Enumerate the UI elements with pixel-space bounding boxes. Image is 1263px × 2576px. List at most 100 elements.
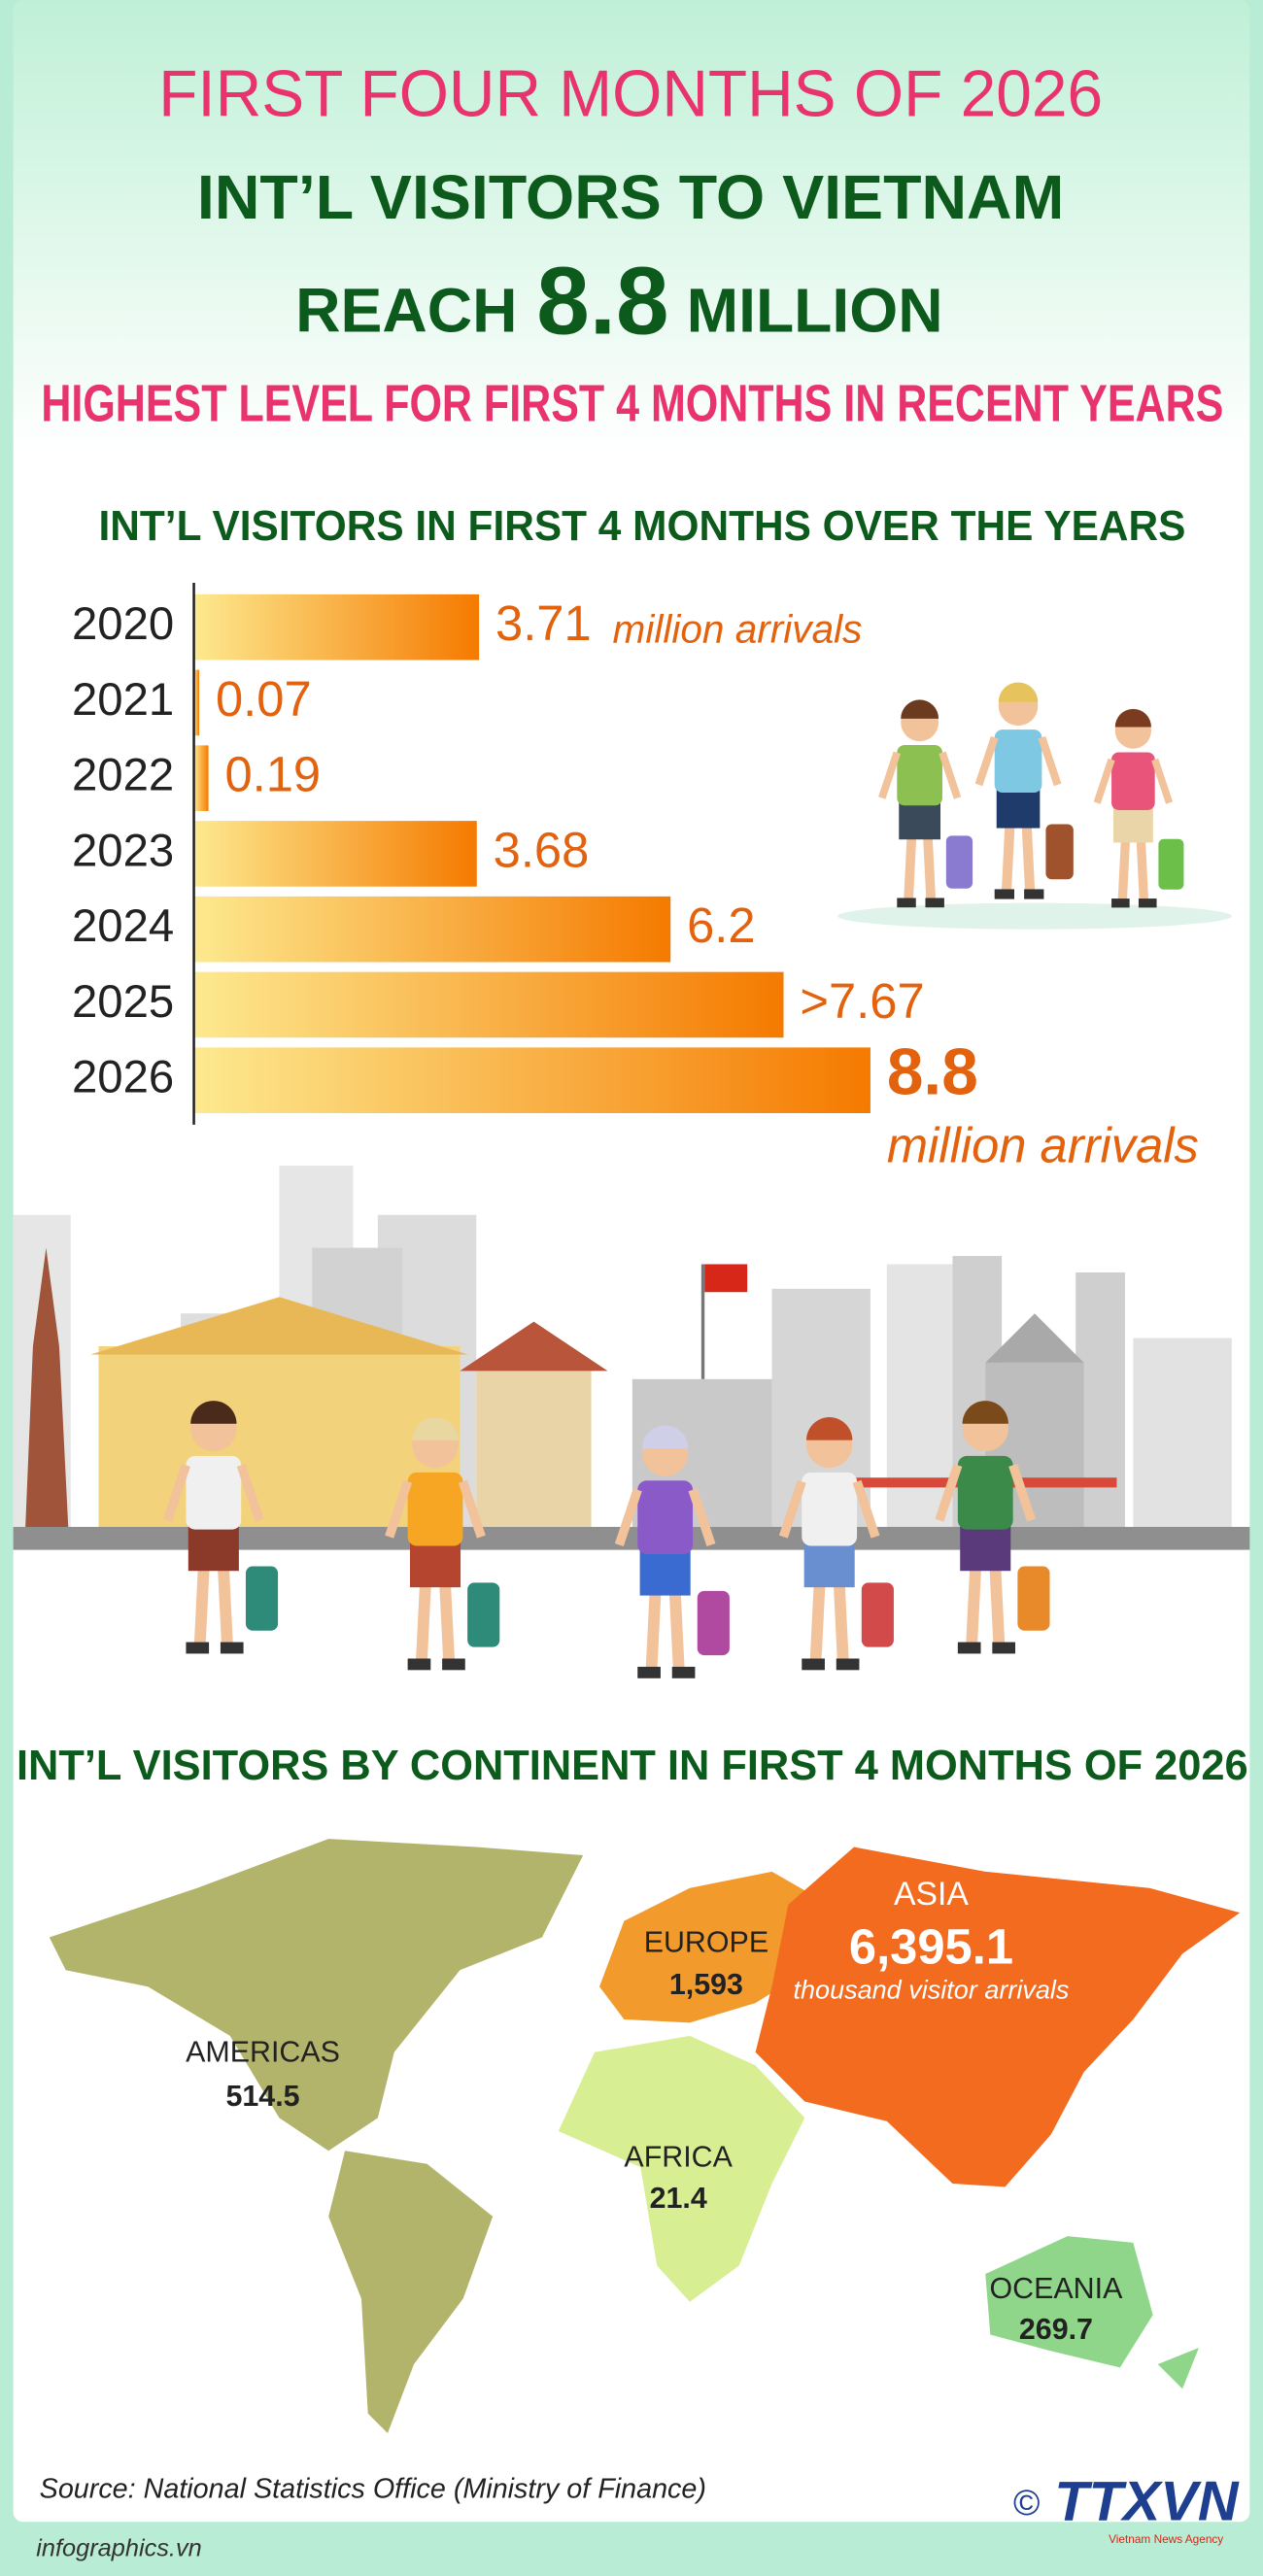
arm: [935, 1463, 963, 1522]
hair: [1114, 708, 1151, 728]
oceania-shape: [985, 2236, 1153, 2368]
subhead: HIGHEST LEVEL FOR FIRST 4 MONTHS IN RECE…: [41, 374, 1223, 432]
americas-shape: [328, 2151, 494, 2433]
gate: [476, 1362, 592, 1527]
bar: [193, 745, 209, 811]
region-name: EUROPE: [644, 1925, 768, 1958]
shoe: [994, 889, 1014, 899]
logo: TTXVN: [1054, 2470, 1240, 2532]
hair: [901, 699, 939, 719]
arm: [385, 1479, 413, 1539]
region-value: 1,593: [669, 1968, 743, 2001]
bar: [193, 669, 200, 736]
bar: [193, 896, 671, 963]
shoe: [992, 1642, 1016, 1654]
bar: [193, 1047, 870, 1113]
luggage: [861, 1582, 894, 1647]
arm: [1008, 1463, 1037, 1522]
pagoda: [24, 1247, 70, 1543]
arm: [778, 1479, 806, 1539]
shoe: [1024, 889, 1044, 899]
shoe: [957, 1642, 981, 1654]
copyright: ©: [1013, 2482, 1040, 2523]
shoe: [897, 898, 916, 908]
shoe: [220, 1642, 244, 1654]
headline-unit: MILLION: [687, 275, 943, 345]
luggage: [245, 1566, 279, 1631]
tourists-illustration: [837, 682, 1232, 930]
flag: [704, 1264, 748, 1293]
region-name: OCEANIA: [989, 2272, 1123, 2305]
data-label: 0.07: [216, 671, 312, 727]
site: infographics.vn: [36, 2535, 201, 2562]
y-tick-label: 2021: [72, 674, 174, 726]
hair: [962, 1401, 1008, 1424]
region-name: AMERICAS: [186, 2036, 340, 2069]
shoe: [1111, 898, 1130, 908]
cathedral-roof: [985, 1313, 1084, 1363]
y-tick-label: 2026: [72, 1052, 174, 1103]
arm: [974, 735, 999, 787]
luggage: [467, 1582, 500, 1647]
bar: [193, 593, 480, 661]
gate-roof: [460, 1321, 608, 1372]
kicker: FIRST FOUR MONTHS OF 2026: [158, 57, 1103, 130]
luggage: [697, 1590, 730, 1656]
shoe: [1138, 898, 1157, 908]
shoe: [186, 1642, 210, 1654]
arm: [458, 1479, 486, 1539]
shoe: [442, 1658, 465, 1671]
asia-shape: [755, 1847, 1241, 2187]
shirt: [1111, 752, 1155, 810]
headline: INT’L VISITORS TO VIETNAM: [197, 162, 1064, 232]
arm: [852, 1479, 880, 1539]
data-label: 0.19: [224, 747, 321, 802]
region-value: 6,395.1: [849, 1918, 1013, 1974]
shoe: [836, 1658, 860, 1671]
region-value: 514.5: [225, 2080, 299, 2113]
logo-subtitle: Vietnam News Agency: [1109, 2532, 1223, 2546]
shadow: [837, 902, 1232, 930]
americas-shape: [49, 1839, 584, 2152]
arm: [688, 1488, 716, 1547]
hair: [641, 1425, 689, 1449]
bar-chart: 2020 3.71 2021 0.07 2022 0.19 2023 3.68 2024 6.2 2…: [72, 593, 978, 1113]
y-tick-label: 2020: [72, 598, 174, 650]
shirt: [802, 1472, 858, 1546]
hair: [998, 682, 1039, 702]
arm: [236, 1463, 264, 1522]
building: [1133, 1338, 1232, 1543]
hair: [412, 1417, 459, 1441]
shirt: [186, 1455, 242, 1530]
y-tick-label: 2022: [72, 750, 174, 801]
hair: [190, 1401, 237, 1424]
annotation: million arrivals: [887, 1118, 1199, 1173]
ground: [13, 1526, 1250, 1550]
annotation: million arrivals: [613, 606, 863, 651]
shoe: [637, 1666, 661, 1678]
arm: [614, 1488, 642, 1547]
oceania-shape: [1157, 2348, 1199, 2390]
arm: [1093, 758, 1115, 804]
arm: [878, 751, 902, 799]
hair: [806, 1417, 853, 1441]
data-label: 6.2: [687, 898, 755, 953]
y-tick-label: 2023: [72, 825, 174, 876]
data-label: 3.71: [495, 595, 592, 651]
arm: [163, 1463, 190, 1522]
chart-title: INT’L VISITORS IN FIRST 4 MONTHS OVER TH…: [99, 502, 1186, 550]
shoe: [671, 1666, 696, 1678]
arm: [1038, 735, 1062, 787]
region-value: 21.4: [650, 2182, 707, 2215]
source: Source: National Statistics Office (Mini…: [40, 2474, 706, 2505]
y-tick-label: 2025: [72, 976, 174, 1028]
data-label: 3.68: [494, 822, 590, 877]
luggage: [945, 835, 973, 889]
region-name: AFRICA: [624, 2141, 733, 2174]
europe-shape: [599, 1871, 830, 2023]
opera-roof: [90, 1297, 468, 1355]
headline-value: 8.8: [536, 248, 668, 355]
arm: [1151, 758, 1174, 804]
